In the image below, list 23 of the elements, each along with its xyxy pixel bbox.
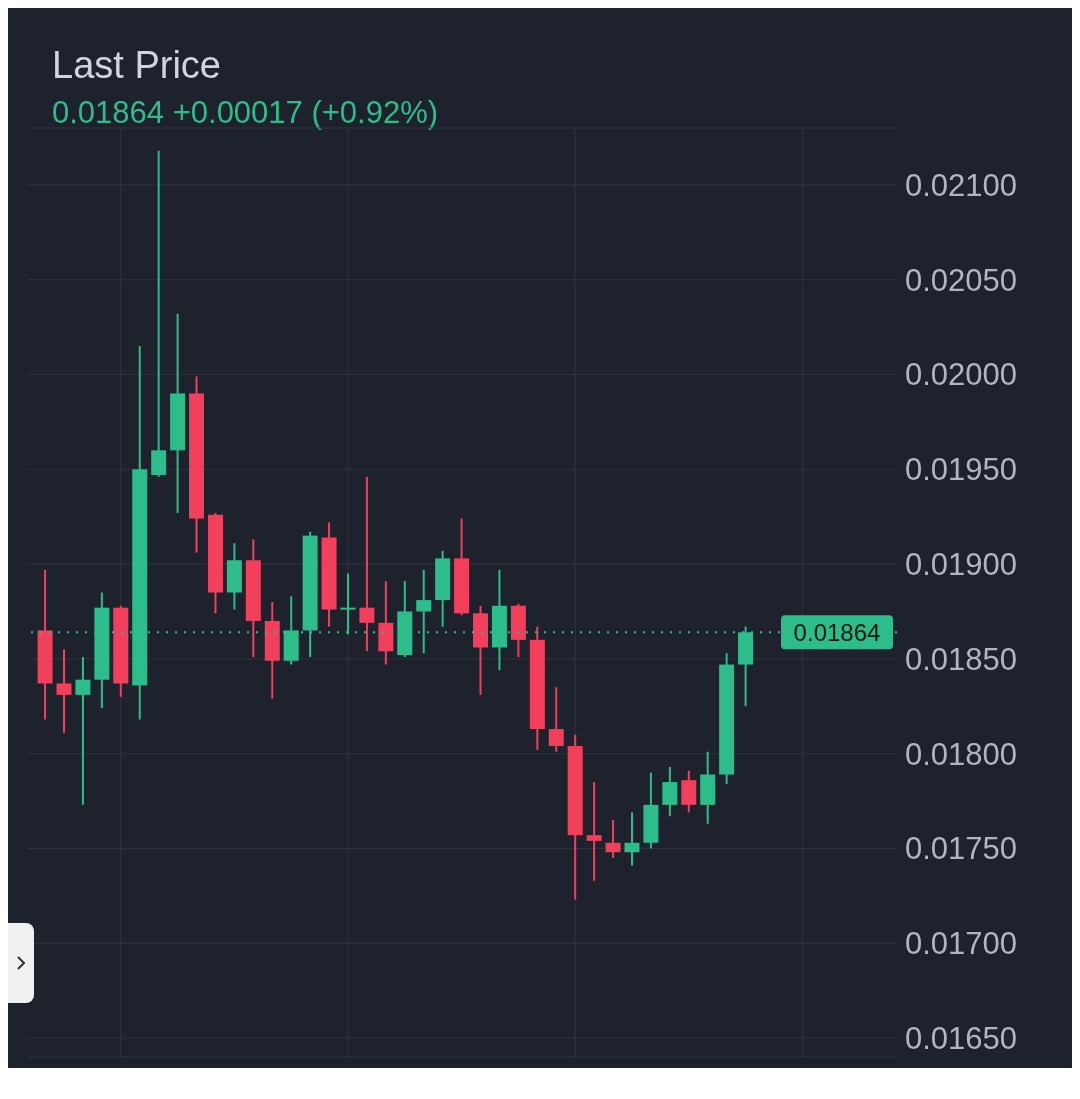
- y-tick-label: 0.01700: [905, 926, 1018, 962]
- y-tick-label: 0.02050: [905, 262, 1018, 298]
- y-tick-label: 0.01800: [905, 736, 1018, 772]
- y-tick-label: 0.01650: [905, 1021, 1018, 1057]
- candlestick: [586, 781, 602, 882]
- y-tick-label: 0.01750: [905, 831, 1018, 867]
- candlestick: [662, 765, 678, 818]
- y-tick-label: 0.01850: [905, 641, 1018, 677]
- y-tick-label: 0.02100: [905, 167, 1018, 203]
- candlestick: [416, 568, 432, 655]
- candlestick: [56, 648, 72, 734]
- candlestick: [605, 819, 621, 859]
- candlestick: [624, 811, 640, 867]
- chart-subtitle: 0.01864 +0.00017 (+0.92%): [52, 95, 440, 131]
- candlestick: [548, 686, 564, 753]
- candlestick: [151, 149, 167, 478]
- y-tick-label: 0.02000: [905, 357, 1018, 393]
- y-tick-label: 0.01900: [905, 547, 1018, 583]
- y-tick-label: 0.01950: [905, 452, 1018, 488]
- ref-line-label: 0.01864: [793, 619, 881, 647]
- candlestick: [359, 475, 375, 653]
- candlestick: [75, 655, 91, 806]
- chart-title: Last Price: [52, 44, 222, 87]
